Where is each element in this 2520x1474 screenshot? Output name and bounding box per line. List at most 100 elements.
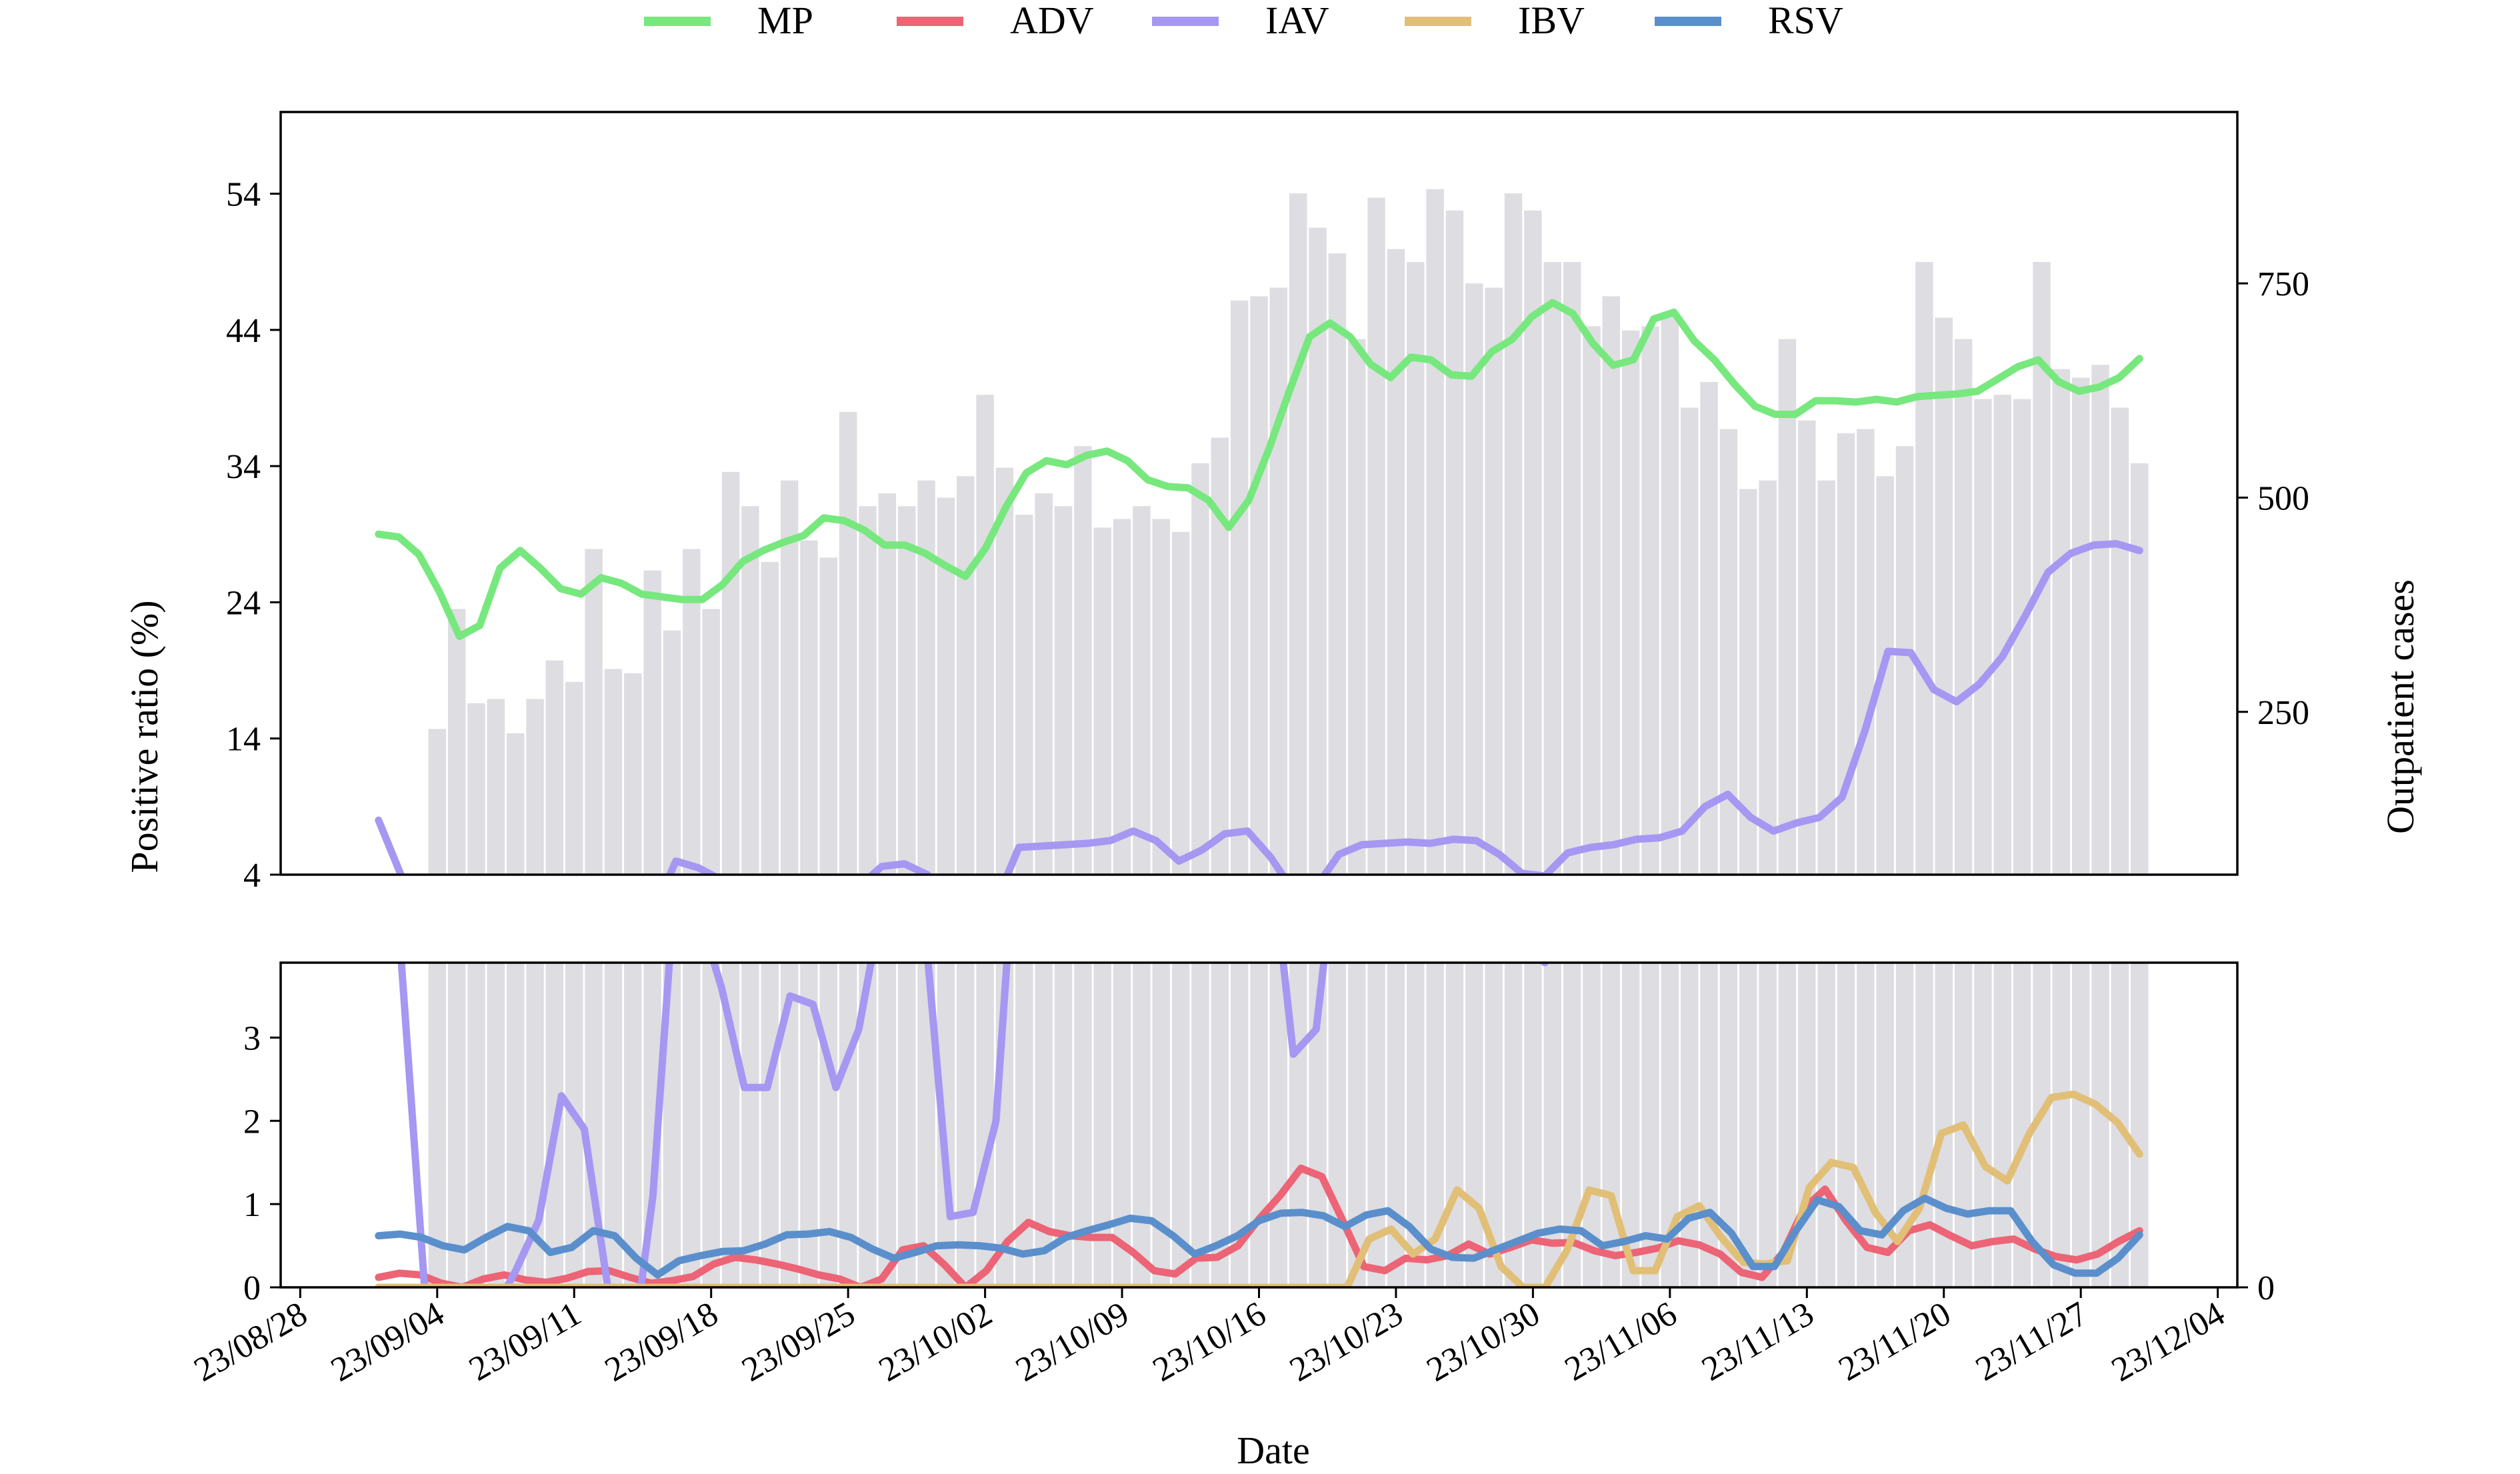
outpatient-bar-upper <box>1191 463 1209 875</box>
series-line-ibv-lower <box>375 1090 2143 1287</box>
right-lower-y-tick-label: 0 <box>2257 1269 2275 1307</box>
outpatient-bar-upper <box>976 395 994 875</box>
outpatient-bar-lower <box>761 963 779 1287</box>
outpatient-bar-lower <box>447 963 466 1287</box>
outpatient-bar-upper <box>1778 339 1797 875</box>
outpatient-bar-upper <box>1015 515 1033 875</box>
outpatient-bar-upper <box>1426 189 1444 875</box>
series-line-rsv-lower <box>375 1194 2143 1279</box>
outpatient-bar-lower <box>467 963 485 1287</box>
outpatient-bar-upper <box>1857 429 1875 875</box>
outpatient-bar-lower <box>1465 963 1483 1287</box>
outpatient-bar-lower <box>1680 963 1699 1287</box>
outpatient-bar-upper <box>467 703 485 875</box>
outpatient-bar-lower <box>1035 963 1053 1287</box>
legend-label-rsv: RSV <box>1768 0 1843 42</box>
outpatient-bar-lower <box>976 963 994 1287</box>
outpatient-bar-lower <box>1739 963 1757 1287</box>
outpatient-bar-upper <box>1367 197 1385 875</box>
outpatient-bar-upper <box>1133 506 1151 875</box>
x-axis-label: Date <box>1237 1429 1310 1471</box>
outpatient-bar-lower <box>506 963 525 1287</box>
outpatient-bar-upper <box>1837 433 1855 875</box>
outpatient-bar-lower <box>1915 963 1933 1287</box>
outpatient-bar-upper <box>721 471 740 875</box>
outpatient-bar-upper <box>1680 407 1699 875</box>
outpatient-bar-upper <box>604 669 623 875</box>
lower-y-tick-label: 0 <box>243 1269 261 1307</box>
outpatient-bar-upper <box>1445 210 1464 875</box>
outpatient-bar-lower <box>1837 963 1855 1287</box>
outpatient-bar-lower <box>741 963 759 1287</box>
bars-lower-group <box>428 963 2149 1287</box>
outpatient-bar-upper <box>1113 519 1131 875</box>
outpatient-bar-upper <box>878 493 897 875</box>
outpatient-bar-upper <box>447 609 466 875</box>
outpatient-bar-lower <box>1133 963 1151 1287</box>
outpatient-bar-upper <box>1895 446 1914 875</box>
outpatient-bar-upper <box>565 681 583 875</box>
outpatient-bar-upper <box>1328 253 1347 875</box>
outpatient-bar-upper <box>1543 261 1561 875</box>
outpatient-bar-upper <box>1935 317 1953 875</box>
outpatient-bar-lower <box>1269 963 1288 1287</box>
outpatient-bar-lower <box>1602 963 1621 1287</box>
outpatient-bar-lower <box>1504 963 1523 1287</box>
outpatient-bar-lower <box>1093 963 1111 1287</box>
lower-y-tick-label: 3 <box>243 1019 261 1057</box>
outpatient-bar-upper <box>1093 527 1111 875</box>
outpatient-bar-lower <box>1817 963 1835 1287</box>
outpatient-bar-upper <box>1993 395 2012 875</box>
outpatient-bar-upper <box>545 660 564 875</box>
outpatient-bar-lower <box>624 963 642 1287</box>
outpatient-bar-upper <box>585 549 603 875</box>
series-line-mp-upper <box>375 299 2143 640</box>
outpatient-bar-upper <box>1407 261 1425 875</box>
outpatient-bar-upper <box>917 480 935 875</box>
legend-label-adv: ADV <box>1010 0 1094 42</box>
outpatient-bar-upper <box>897 506 916 875</box>
outpatient-bar-upper <box>1798 420 1816 875</box>
outpatient-bar-upper <box>1152 519 1170 875</box>
upper-y-tick-label: 24 <box>226 584 261 622</box>
y-axis-label-left: Positive ratio (%) <box>123 600 166 873</box>
right-y-tick-label: 250 <box>2257 694 2309 732</box>
outpatient-bar-lower <box>1191 963 1209 1287</box>
right-y-tick-label: 500 <box>2257 479 2309 517</box>
outpatient-bar-upper <box>643 570 661 875</box>
outpatient-bar-upper <box>487 699 505 875</box>
outpatient-bar-upper <box>741 506 759 875</box>
bars-upper-group <box>428 189 2149 875</box>
outpatient-bar-upper <box>1602 296 1621 875</box>
outpatient-bar-lower <box>819 963 838 1287</box>
outpatient-bar-lower <box>1974 963 1992 1287</box>
outpatient-bar-upper <box>1719 429 1738 875</box>
outpatient-bar-upper <box>1230 300 1249 875</box>
upper-plot-frame <box>279 111 2239 876</box>
upper-y-tick-label: 44 <box>226 312 261 350</box>
outpatient-bar-upper <box>683 549 701 875</box>
y-axis-label-right: Outpatient cases <box>2379 579 2422 834</box>
outpatient-bar-upper <box>1054 506 1073 875</box>
outpatient-bar-upper <box>702 609 720 875</box>
outpatient-bar-upper <box>800 540 818 875</box>
outpatient-bar-upper <box>1759 480 1777 875</box>
lines-lower-group <box>375 963 2143 1287</box>
outpatient-bar-lower <box>2052 963 2071 1287</box>
outpatient-bar-upper <box>506 733 525 875</box>
outpatient-bar-upper <box>819 557 838 875</box>
outpatient-bar-upper <box>937 497 955 875</box>
outpatient-bar-lower <box>1445 963 1464 1287</box>
outpatient-bar-upper <box>1250 296 1268 875</box>
outpatient-bar-lower <box>2091 963 2109 1287</box>
right-y-tick-label: 750 <box>2257 265 2309 303</box>
upper-y-tick-label: 4 <box>243 857 261 895</box>
outpatient-bar-lower <box>683 963 701 1287</box>
lines-upper-group <box>375 299 2143 875</box>
outpatient-bar-upper <box>1621 330 1640 875</box>
outpatient-bar-upper <box>2131 463 2149 875</box>
outpatient-bar-upper <box>1504 193 1523 875</box>
outpatient-bar-upper <box>624 673 642 875</box>
